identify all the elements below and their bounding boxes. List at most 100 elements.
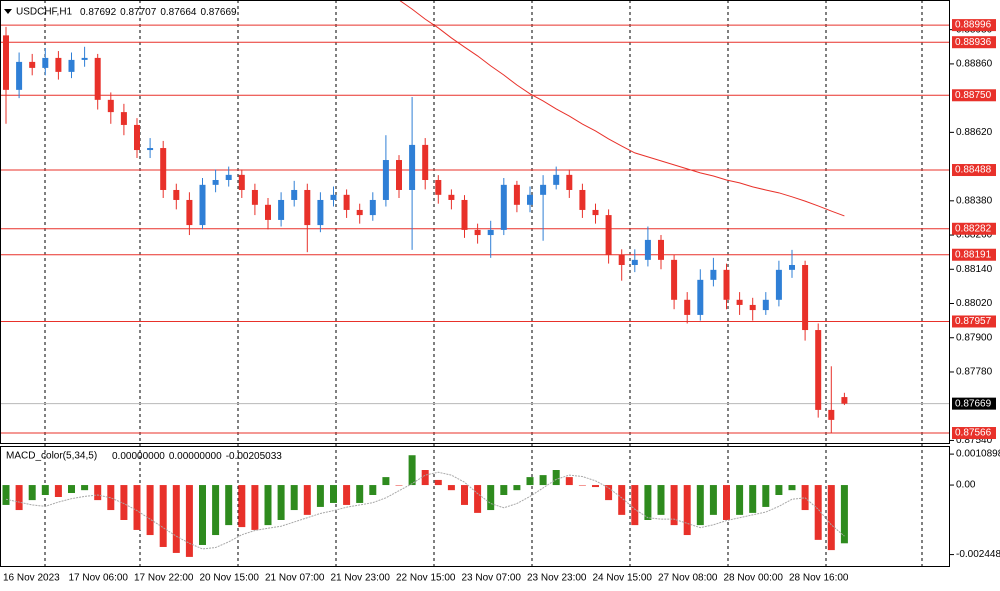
macd-bar (54, 485, 62, 497)
macd-bar (185, 485, 193, 557)
macd-bar (146, 485, 154, 536)
candle-body (802, 265, 809, 331)
header-value: 0.87664 (160, 7, 197, 18)
candle-body (566, 174, 573, 190)
x-tick-label: 17 Nov 22:00 (134, 573, 194, 584)
x-tick-label: 16 Nov 2023 (3, 573, 60, 584)
y-tick-label: 0.88260 (956, 230, 993, 241)
macd-bar (15, 485, 23, 511)
candle-body (422, 144, 429, 180)
macd-bar (552, 470, 560, 486)
macd-bar (696, 485, 704, 526)
symbol-title: USDCHF,H1 (16, 7, 73, 18)
candle-body (81, 57, 88, 60)
candle-body (225, 174, 232, 180)
macd-bar (68, 485, 75, 494)
y-tick-label: 0.87900 (956, 332, 993, 343)
macd-bar (762, 485, 770, 507)
macd-bar (539, 475, 547, 486)
macd-bar (814, 485, 822, 540)
header-value: -0.00205033 (226, 451, 283, 462)
candle-body (16, 61, 23, 90)
macd-bar (133, 485, 141, 530)
candle-body (42, 57, 49, 68)
macd-bar (736, 485, 744, 515)
candle-body (815, 330, 822, 410)
candle-body (356, 209, 363, 216)
candle-body (841, 397, 848, 404)
menu-triangle[interactable] (4, 9, 12, 14)
macd-bar (565, 477, 573, 486)
candle-body (828, 409, 835, 420)
level-box (952, 89, 996, 102)
level-label: 0.87566 (955, 428, 992, 439)
candle-body (435, 179, 442, 195)
macd-bar (81, 485, 89, 491)
candle-body (29, 61, 36, 68)
macd-panel-border (0, 446, 950, 567)
candle-body (160, 148, 167, 190)
candle-body (618, 255, 625, 266)
candle-body (304, 189, 311, 226)
candle-body (789, 265, 795, 270)
macd-bar (670, 485, 678, 526)
macd-bar (644, 485, 652, 520)
macd-bar (369, 485, 377, 495)
macd-bar (526, 477, 534, 486)
candle-body (120, 112, 127, 125)
candle-body (710, 269, 717, 280)
macd-bar (775, 485, 783, 495)
moving-average (398, 0, 845, 217)
candle-body (238, 174, 245, 190)
candle-body (775, 269, 782, 300)
level-box (952, 427, 996, 440)
candle-body (448, 194, 455, 200)
candle-body (55, 57, 62, 72)
level-label: 0.88488 (955, 165, 992, 176)
y-tick-label: 0.88380 (956, 195, 993, 206)
main-panel-border (0, 0, 950, 444)
candle-body (409, 144, 416, 190)
level-label: 0.88996 (955, 20, 992, 31)
y-tick-label: 0.88020 (956, 298, 993, 309)
x-tick-label: 28 Nov 16:00 (789, 573, 849, 584)
candle-body (94, 57, 101, 100)
candle-body (592, 209, 599, 216)
macd-bar (461, 485, 468, 505)
candle-body (291, 189, 298, 200)
macd-bar (683, 485, 691, 536)
header-value: 0.87707 (120, 7, 157, 18)
macd-bar (513, 485, 521, 491)
current-price-box (952, 397, 996, 410)
level-label: 0.88191 (955, 249, 992, 260)
macd-bar (578, 485, 586, 486)
macd-bar (107, 485, 115, 511)
macd-bar (421, 470, 429, 486)
macd-bar (2, 485, 10, 505)
candle-body (186, 199, 193, 226)
candle-body (500, 184, 507, 230)
macd-bar (382, 477, 390, 486)
macd-bar (434, 479, 442, 486)
x-tick-label: 21 Nov 07:00 (265, 573, 325, 584)
macd-bar (172, 485, 180, 553)
macd-bar (212, 485, 220, 536)
macd-bar (356, 485, 364, 503)
level-label: 0.88936 (955, 37, 992, 48)
macd-bar (723, 485, 730, 520)
macd-bar (264, 485, 272, 526)
candle-body (199, 184, 206, 226)
macd-bar (657, 485, 665, 515)
x-tick-label: 27 Nov 08:00 (658, 573, 718, 584)
macd-bar (343, 485, 351, 505)
macd-bar (120, 485, 128, 520)
candle-body (579, 189, 586, 210)
x-tick-label: 24 Nov 15:00 (593, 573, 653, 584)
x-tick-label: 23 Nov 23:00 (527, 573, 587, 584)
level-box (952, 19, 996, 32)
current-price-label: 0.87669 (955, 398, 992, 409)
candle-body (265, 204, 271, 220)
macd-bar (500, 485, 508, 495)
level-label: 0.88750 (955, 90, 992, 101)
